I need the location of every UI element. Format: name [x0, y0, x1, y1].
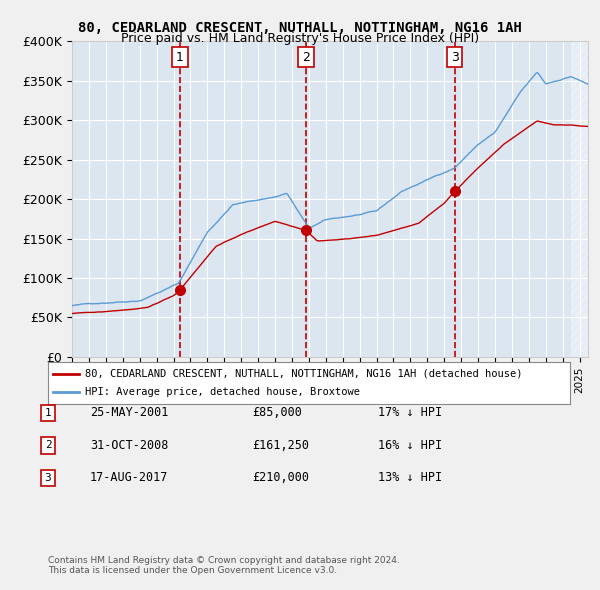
Text: £85,000: £85,000	[252, 407, 302, 419]
Text: 2: 2	[44, 441, 52, 450]
Text: 13% ↓ HPI: 13% ↓ HPI	[378, 471, 442, 484]
Text: Contains HM Land Registry data © Crown copyright and database right 2024.
This d: Contains HM Land Registry data © Crown c…	[48, 556, 400, 575]
Text: 17-AUG-2017: 17-AUG-2017	[90, 471, 169, 484]
Text: £161,250: £161,250	[252, 439, 309, 452]
Text: 31-OCT-2008: 31-OCT-2008	[90, 439, 169, 452]
Text: 16% ↓ HPI: 16% ↓ HPI	[378, 439, 442, 452]
Text: 3: 3	[451, 51, 458, 64]
Text: £210,000: £210,000	[252, 471, 309, 484]
Text: 25-MAY-2001: 25-MAY-2001	[90, 407, 169, 419]
Bar	[571, 41, 588, 357]
Text: 17% ↓ HPI: 17% ↓ HPI	[378, 407, 442, 419]
Text: Price paid vs. HM Land Registry's House Price Index (HPI): Price paid vs. HM Land Registry's House …	[121, 32, 479, 45]
Text: 1: 1	[44, 408, 52, 418]
Text: 1: 1	[176, 51, 184, 64]
Text: 80, CEDARLAND CRESCENT, NUTHALL, NOTTINGHAM, NG16 1AH (detached house): 80, CEDARLAND CRESCENT, NUTHALL, NOTTING…	[85, 369, 522, 379]
Text: 2: 2	[302, 51, 310, 64]
Text: 3: 3	[44, 473, 52, 483]
Text: HPI: Average price, detached house, Broxtowe: HPI: Average price, detached house, Brox…	[85, 387, 359, 397]
Text: 80, CEDARLAND CRESCENT, NUTHALL, NOTTINGHAM, NG16 1AH: 80, CEDARLAND CRESCENT, NUTHALL, NOTTING…	[78, 21, 522, 35]
